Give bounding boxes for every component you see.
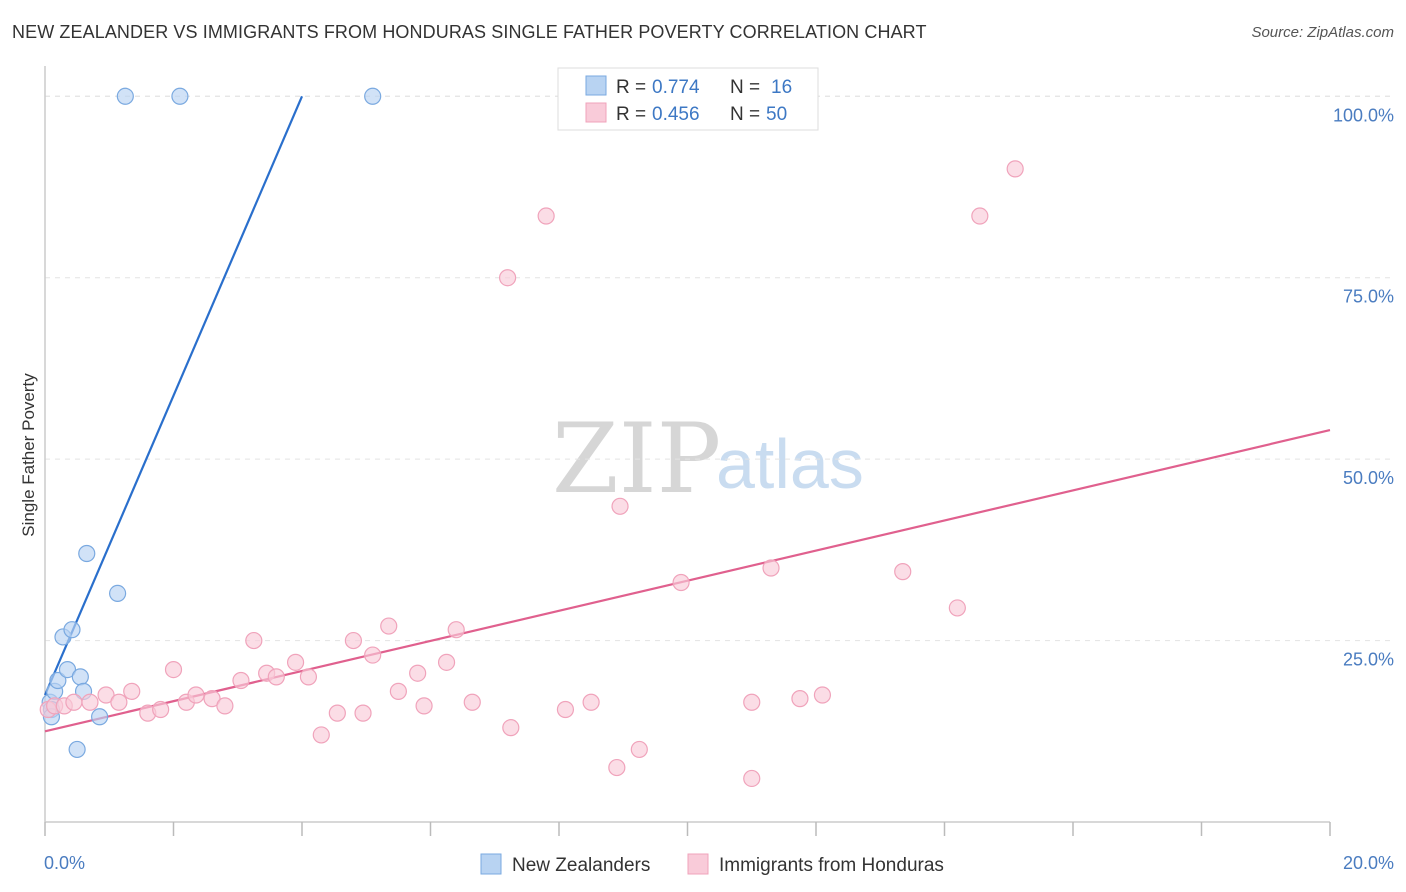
point-honduras xyxy=(245,631,263,650)
point-honduras xyxy=(187,686,205,704)
trendline-new-zealanders xyxy=(43,95,304,696)
stats-legend: R = 0.774 N = 16 R = 0.456 N = 50 xyxy=(557,67,819,131)
point-new-zealanders xyxy=(171,87,189,105)
point-honduras xyxy=(582,693,600,711)
point-honduras xyxy=(203,690,221,708)
legend-r-value-new-zealanders: 0.774 xyxy=(652,77,700,98)
point-honduras xyxy=(65,693,83,711)
point-honduras xyxy=(81,693,99,711)
point-honduras xyxy=(364,646,382,664)
point-honduras xyxy=(791,690,809,708)
point-honduras xyxy=(437,653,456,671)
legend-r-value-honduras: 0.456 xyxy=(652,104,700,125)
gridlines xyxy=(45,95,1394,642)
bottom-legend-swatch-new-zealanders xyxy=(480,853,502,875)
point-honduras xyxy=(971,207,989,225)
point-honduras xyxy=(312,726,330,744)
point-honduras xyxy=(762,559,780,577)
bottom-legend-swatch-honduras xyxy=(687,853,709,875)
source-credit: Source: ZipAtlas.com xyxy=(1251,24,1394,41)
y-tick-label: 25.0% xyxy=(1343,650,1394,670)
point-honduras xyxy=(611,497,629,515)
chart-title: NEW ZEALANDER VS IMMIGRANTS FROM HONDURA… xyxy=(12,22,927,42)
point-honduras xyxy=(447,621,465,639)
legend-r-label: R = xyxy=(616,77,646,98)
point-honduras xyxy=(1006,160,1024,178)
point-new-zealanders xyxy=(116,87,134,105)
point-new-zealanders xyxy=(68,740,86,759)
point-new-zealanders xyxy=(58,660,77,679)
series-legend: New Zealanders Immigrants from Honduras xyxy=(480,853,944,876)
bottom-legend-label-honduras: Immigrants from Honduras xyxy=(719,855,944,876)
point-honduras xyxy=(813,686,832,704)
point-new-zealanders xyxy=(109,584,127,603)
legend-n-label: N = xyxy=(730,77,760,98)
point-new-zealanders xyxy=(78,544,96,563)
y-tick-label: 50.0% xyxy=(1343,468,1394,488)
point-honduras xyxy=(894,563,912,581)
point-honduras xyxy=(110,693,128,711)
y-axis-label: Single Father Poverty xyxy=(19,373,38,537)
data-points xyxy=(39,87,1024,788)
point-honduras xyxy=(608,758,626,777)
point-honduras xyxy=(672,573,690,592)
point-honduras xyxy=(409,664,427,682)
point-honduras xyxy=(556,700,575,719)
point-new-zealanders xyxy=(71,668,89,686)
legend-n-value-new-zealanders: 16 xyxy=(771,77,792,98)
y-tick-label: 100.0% xyxy=(1333,105,1394,125)
x-tick-label-min: 0.0% xyxy=(44,853,85,873)
legend-r-label: R = xyxy=(616,104,646,125)
watermark-atlas: atlas xyxy=(716,425,864,503)
point-honduras xyxy=(328,704,346,722)
point-new-zealanders xyxy=(91,708,109,726)
point-honduras xyxy=(164,660,183,679)
x-tick-label-max: 20.0% xyxy=(1343,853,1394,873)
legend-n-value-honduras: 50 xyxy=(766,104,787,125)
point-honduras xyxy=(267,668,285,686)
point-honduras xyxy=(344,631,362,650)
point-honduras xyxy=(537,207,555,225)
point-new-zealanders xyxy=(364,87,382,105)
point-honduras xyxy=(380,617,398,635)
bottom-legend-label-new-zealanders: New Zealanders xyxy=(512,855,650,876)
point-honduras xyxy=(299,668,318,686)
point-honduras xyxy=(499,269,517,287)
point-honduras xyxy=(152,700,170,719)
point-honduras xyxy=(389,682,407,700)
point-honduras xyxy=(415,697,433,715)
point-honduras xyxy=(286,653,305,671)
point-honduras xyxy=(463,693,481,711)
point-honduras xyxy=(354,704,372,722)
point-honduras xyxy=(123,682,141,700)
point-honduras xyxy=(502,719,520,737)
axes: 25.0% 50.0% 75.0% 100.0% xyxy=(44,66,1394,836)
legend-n-label: N = xyxy=(730,104,760,125)
y-tick-label: 75.0% xyxy=(1343,287,1394,307)
point-honduras xyxy=(97,686,115,704)
point-honduras xyxy=(216,697,234,715)
point-honduras xyxy=(743,769,761,788)
point-honduras xyxy=(630,740,648,759)
point-honduras xyxy=(743,693,761,711)
point-new-zealanders xyxy=(49,671,67,690)
legend-swatch-honduras xyxy=(585,102,607,123)
point-honduras xyxy=(232,671,250,690)
point-new-zealanders xyxy=(63,621,81,639)
legend-swatch-new-zealanders xyxy=(585,75,607,96)
point-honduras xyxy=(948,599,966,617)
